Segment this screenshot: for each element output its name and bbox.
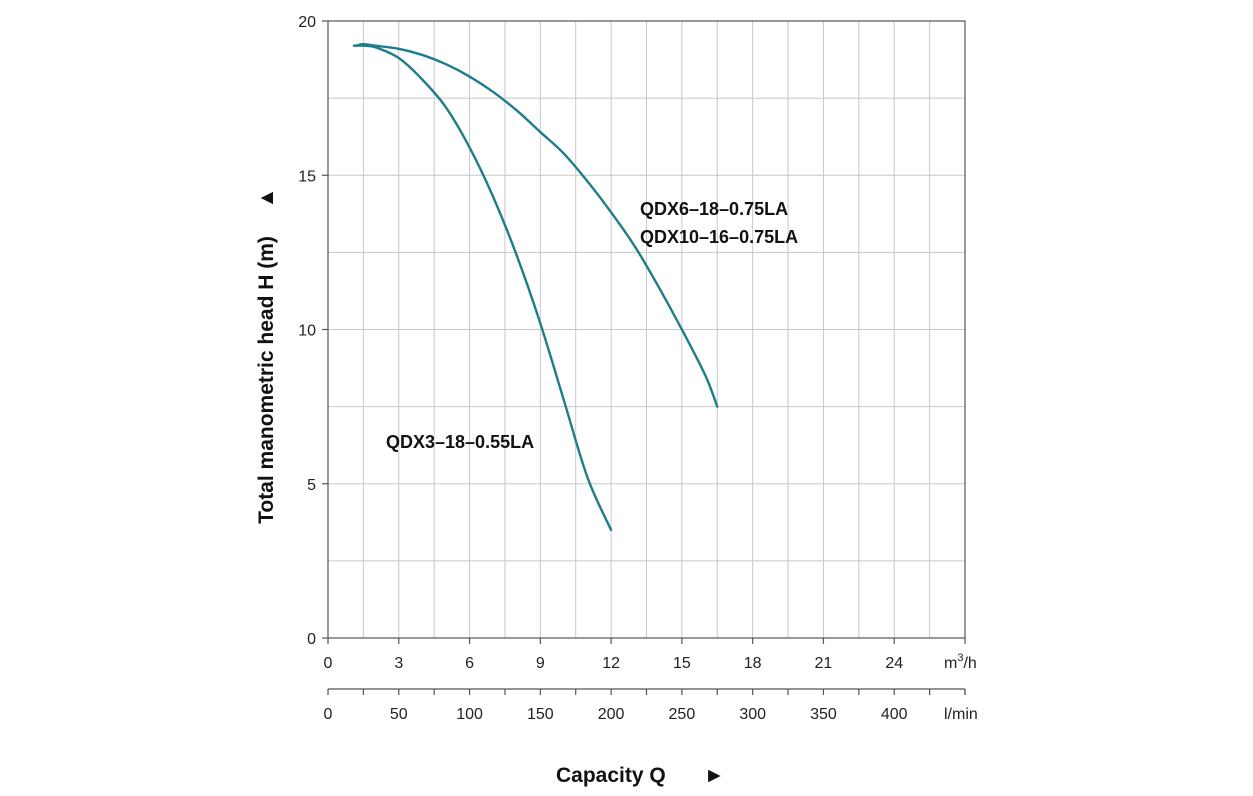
y-tick-label: 10 <box>298 323 316 340</box>
y-tick-label: 0 <box>307 631 316 648</box>
secondary-x-tick-label: 200 <box>598 706 625 723</box>
secondary-x-tick-label: 300 <box>739 706 766 723</box>
y-tick-label: 20 <box>298 14 316 31</box>
curves <box>352 42 719 532</box>
secondary-x-tick-label: 150 <box>527 706 554 723</box>
x-tick-label: 24 <box>885 655 903 672</box>
series-label-1: QDX3–18–0.55LA <box>386 432 534 452</box>
secondary-x-tick-label: 350 <box>810 706 837 723</box>
grid <box>328 21 965 638</box>
secondary-x-tick-label: 400 <box>881 706 908 723</box>
x-tick-label: 6 <box>465 655 474 672</box>
y-tick-label: 5 <box>307 477 316 494</box>
x-tick-label: 3 <box>394 655 403 672</box>
series-label-2: QDX6–18–0.75LA <box>640 199 788 219</box>
y-tick-label: 15 <box>298 168 316 185</box>
y-axis-title-group: Total manometric head H (m) ▲ <box>255 188 278 524</box>
x-unit-primary-tail: /h <box>963 655 976 672</box>
secondary-x-tick-label: 100 <box>456 706 483 723</box>
x-axis-title: Capacity Q <box>556 764 666 787</box>
x-tick-label: 12 <box>602 655 620 672</box>
x-tick-label: 9 <box>536 655 545 672</box>
y-axis-title: Total manometric head H (m) <box>255 236 278 524</box>
series-label-2: QDX10–16–0.75LA <box>640 227 798 247</box>
curve-labels: QDX3–18–0.55LA QDX6–18–0.75LA QDX10–16–0.7… <box>386 199 798 452</box>
x-unit-primary-sup: 3 <box>957 652 963 664</box>
x-tick-label: 18 <box>744 655 762 672</box>
x-tick-label: 0 <box>324 655 333 672</box>
series-line-1 <box>352 44 613 532</box>
series-line-2 <box>355 42 719 408</box>
secondary-x-tick-label: 0 <box>324 706 333 723</box>
secondary-x-tick-label: 250 <box>669 706 696 723</box>
x-tick-label: 15 <box>673 655 691 672</box>
x-tick-label: 21 <box>815 655 833 672</box>
secondary-x-tick-label: 50 <box>390 706 408 723</box>
x-axis-arrow-icon: ► <box>704 764 725 787</box>
x-unit-primary: m3/h <box>944 652 977 672</box>
x-unit-secondary: l/min <box>944 706 978 723</box>
x-unit-primary-base: m <box>944 655 957 672</box>
y-axis-arrow-icon: ▲ <box>255 188 278 209</box>
